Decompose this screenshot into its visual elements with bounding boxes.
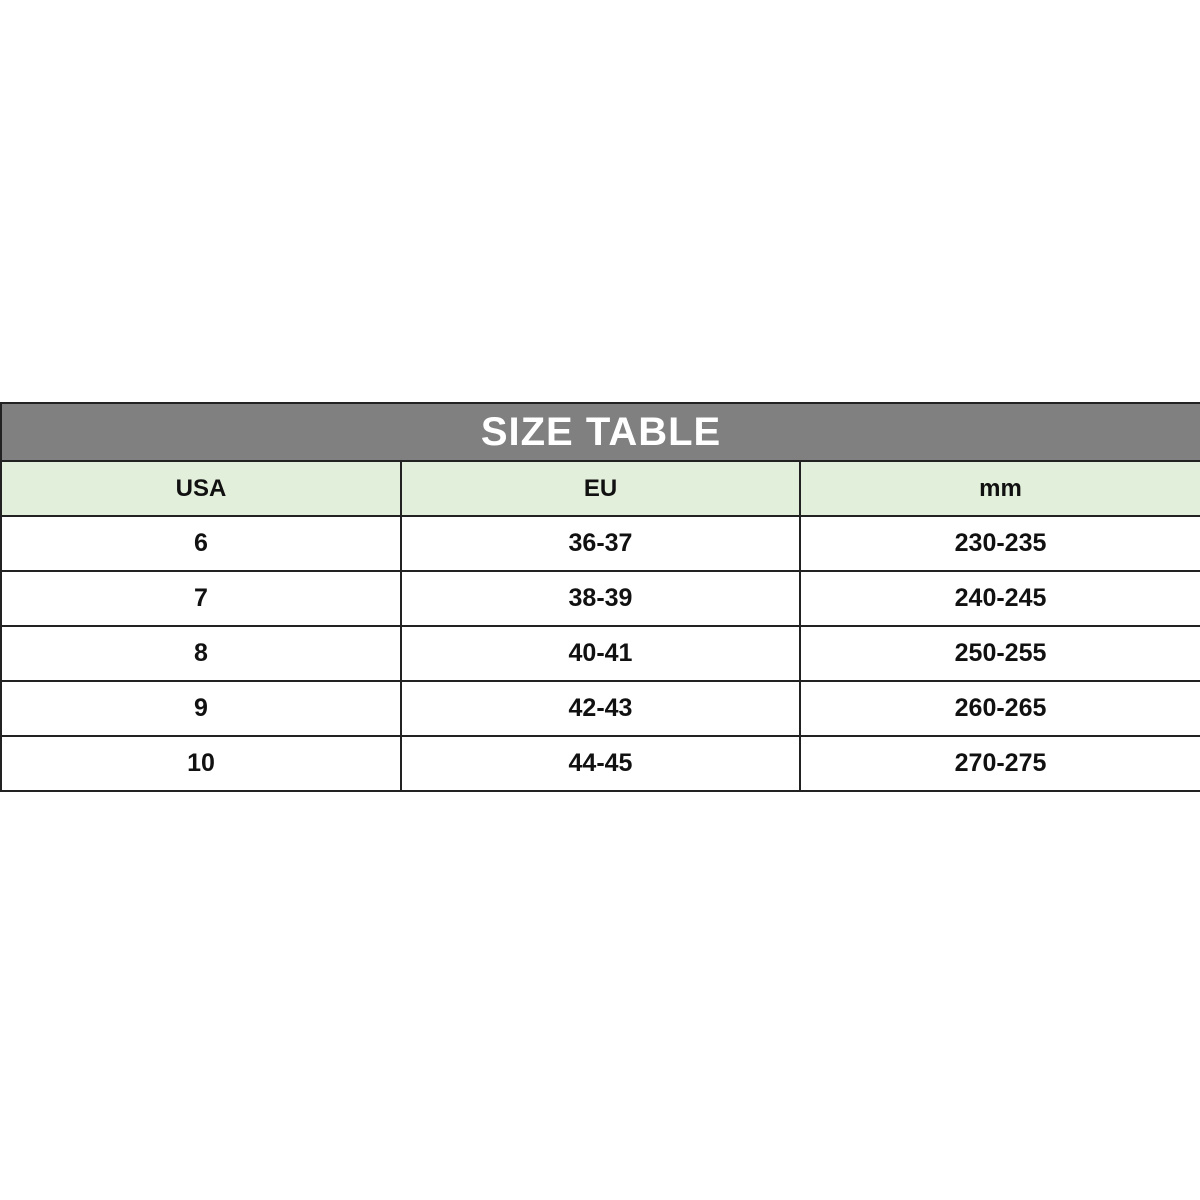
cell-usa: 10 <box>0 735 402 792</box>
column-header-mm: mm <box>798 460 1200 517</box>
cell-mm: 230-235 <box>798 515 1200 572</box>
cell-eu: 36-37 <box>400 515 801 572</box>
cell-usa: 8 <box>0 625 402 682</box>
cell-eu: 38-39 <box>400 570 801 627</box>
table-row: 8 40-41 250-255 <box>0 625 1200 682</box>
cell-usa: 7 <box>0 570 402 627</box>
cell-mm: 270-275 <box>798 735 1200 792</box>
cell-usa: 6 <box>0 515 402 572</box>
column-header-usa: USA <box>0 460 402 517</box>
table-title: SIZE TABLE <box>0 402 1200 462</box>
table-row: 10 44-45 270-275 <box>0 735 1200 792</box>
cell-eu: 42-43 <box>400 680 801 737</box>
cell-usa: 9 <box>0 680 402 737</box>
column-header-eu: EU <box>400 460 801 517</box>
table-row: 7 38-39 240-245 <box>0 570 1200 627</box>
cell-mm: 240-245 <box>798 570 1200 627</box>
size-table: SIZE TABLE USA EU mm 6 36-37 230-235 7 3… <box>0 402 1200 792</box>
cell-eu: 44-45 <box>400 735 801 792</box>
table-row: 6 36-37 230-235 <box>0 515 1200 572</box>
title-row: SIZE TABLE <box>0 402 1200 462</box>
table-row: 9 42-43 260-265 <box>0 680 1200 737</box>
header-row: USA EU mm <box>0 460 1200 517</box>
cell-eu: 40-41 <box>400 625 801 682</box>
cell-mm: 250-255 <box>798 625 1200 682</box>
cell-mm: 260-265 <box>798 680 1200 737</box>
